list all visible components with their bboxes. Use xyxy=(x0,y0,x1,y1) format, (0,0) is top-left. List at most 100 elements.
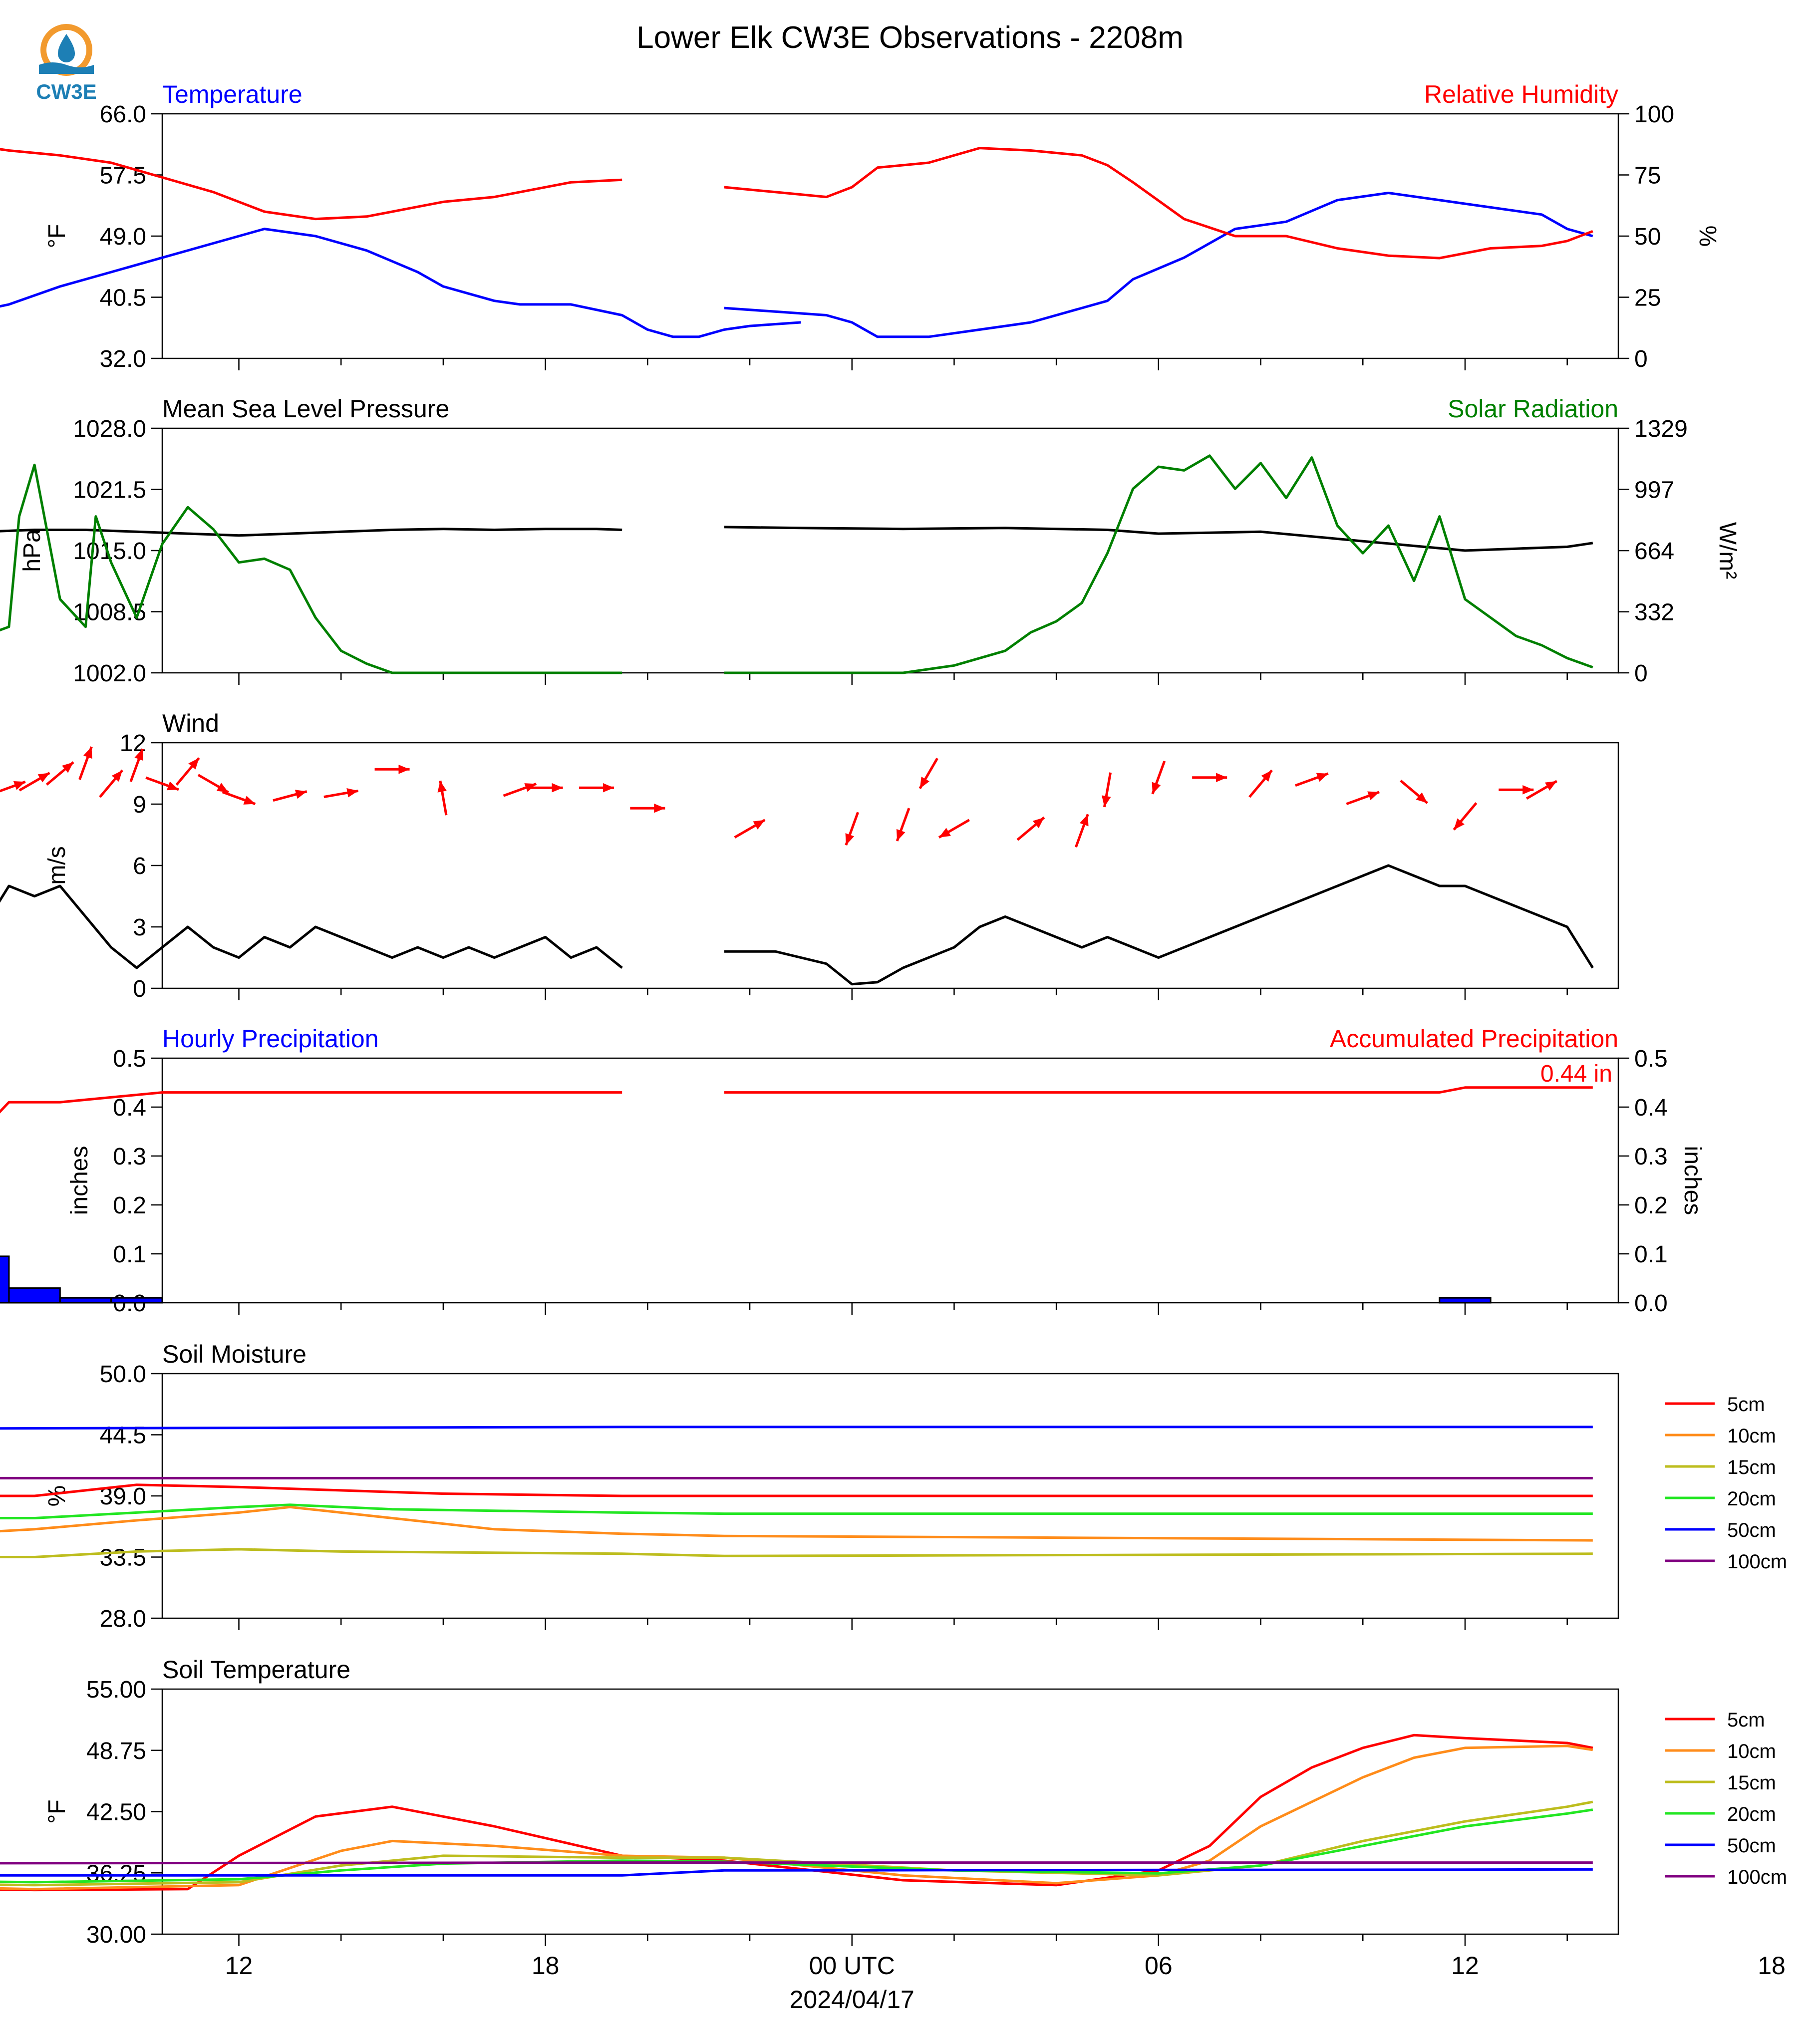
wind-vector-head xyxy=(62,762,74,773)
legend-label: 15cm xyxy=(1727,1456,1776,1478)
y-tick-label: 44.5 xyxy=(100,1423,146,1449)
y-tick-label: 48.75 xyxy=(86,1738,146,1764)
wind-vector-head xyxy=(1454,818,1465,830)
plot-frame xyxy=(161,742,1619,989)
x-tick-label: 18 xyxy=(1758,1952,1786,1980)
legend-label: 20cm xyxy=(1727,1488,1776,1510)
y-tick-right-label: 0.1 xyxy=(1634,1241,1668,1268)
y-axis-label: m/s xyxy=(44,846,70,884)
y-tick-label: 0.4 xyxy=(113,1095,146,1121)
plot-frame xyxy=(161,1057,1619,1304)
y-tick-label: 32.0 xyxy=(100,346,146,372)
panel-left-title: Soil Moisture xyxy=(162,1340,306,1368)
series-line-5cm xyxy=(0,1483,1593,1497)
precip-bar xyxy=(110,1297,163,1304)
panel-right-title: Accumulated Precipitation xyxy=(1330,1025,1618,1053)
x-date-label: 2024/04/17 xyxy=(790,1986,914,2014)
plot-frame xyxy=(161,1688,1619,1935)
y-tick-right-label: 100 xyxy=(1634,101,1674,128)
series-line-50cm xyxy=(0,1868,1593,1877)
wind-vector-head xyxy=(216,783,229,793)
y-tick-right-label: 25 xyxy=(1634,285,1661,311)
wind-vector-head xyxy=(896,829,906,841)
y-tick-right-label: 50 xyxy=(1634,224,1661,250)
panel-right-title: Relative Humidity xyxy=(1424,80,1618,108)
wind-vector-head xyxy=(1102,795,1111,807)
x-tick-label: 00 UTC xyxy=(809,1952,895,1980)
wind-vector-head xyxy=(1522,785,1534,795)
wind-vector-head xyxy=(1416,792,1428,803)
plot-frame xyxy=(161,113,1619,359)
y-tick-label: 0.1 xyxy=(113,1241,146,1268)
series-line-wind-speed xyxy=(724,864,1594,986)
x-tick-label: 06 xyxy=(1145,1952,1173,1980)
series-line-10cm xyxy=(0,1505,1593,1542)
wind-vector-head xyxy=(1079,814,1089,827)
series-line-20cm xyxy=(0,1808,1593,1884)
y-tick-label: 49.0 xyxy=(100,224,146,250)
wind-vector-head xyxy=(1316,773,1328,782)
legend-label: 5cm xyxy=(1727,1709,1765,1731)
panel-5: Soil Moisture28.033.539.044.550.0%5cm10c… xyxy=(0,1340,1787,1632)
series-line-relative-humidity xyxy=(724,147,1593,260)
wind-vector-head xyxy=(437,781,447,793)
y-tick-right-label: 0.5 xyxy=(1634,1046,1668,1072)
legend-label: 50cm xyxy=(1727,1835,1776,1857)
y-tick-label: 3 xyxy=(133,914,146,941)
series-line-temperature xyxy=(724,192,1593,338)
wind-vector-head xyxy=(398,764,410,774)
wind-vector-head xyxy=(134,749,144,761)
precip-bar xyxy=(8,1287,61,1304)
y-tick-right-label: 664 xyxy=(1634,538,1674,565)
legend-label: 100cm xyxy=(1727,1866,1787,1888)
panel-left-title: Soil Temperature xyxy=(162,1656,350,1684)
y-tick-right-label: 997 xyxy=(1634,477,1674,503)
y-tick-label: 0 xyxy=(133,976,146,1002)
y-axis-label: inches xyxy=(66,1146,93,1215)
series-line-mean-sea-level-pressure xyxy=(0,528,622,537)
y-tick-label: 0.5 xyxy=(113,1046,146,1072)
y-tick-label: 0.3 xyxy=(113,1144,146,1170)
wind-vector-head xyxy=(552,783,563,793)
y-axis-label: °F xyxy=(44,224,70,249)
panel-2: Mean Sea Level Pressure Solar Radiation 10… xyxy=(0,395,1741,687)
series-line-temperature xyxy=(0,228,801,338)
y-tick-right-label: 0.3 xyxy=(1634,1144,1668,1170)
series-line-accumulated-precipitation xyxy=(724,1086,1593,1094)
legend-label: 5cm xyxy=(1727,1394,1765,1416)
y-tick-right-label: 332 xyxy=(1634,599,1674,626)
y-tick-label: 40.5 xyxy=(100,285,146,311)
y-tick-label: 28.0 xyxy=(100,1606,146,1632)
series-line-solar-radiation xyxy=(0,463,622,674)
wind-vector-head xyxy=(1152,782,1161,794)
y-tick-label: 9 xyxy=(133,792,146,818)
legend-label: 50cm xyxy=(1727,1519,1776,1541)
wind-vector-head xyxy=(654,803,665,813)
wind-vector-head xyxy=(1216,773,1227,783)
panel-6: Soil Temperature30.0036.2542.5048.7555.0… xyxy=(0,1656,1787,1948)
y-tick-right-label: 1329 xyxy=(1634,416,1688,442)
wind-vector-head xyxy=(845,833,855,846)
x-tick-label: 18 xyxy=(532,1952,560,1980)
precip-bar xyxy=(0,1255,10,1304)
panel-4: Hourly Precipitation Accumulated Precipit… xyxy=(0,1025,1706,1317)
y-tick-label: 50.0 xyxy=(100,1361,146,1388)
y-tick-right-label: 0.0 xyxy=(1634,1290,1668,1317)
series-line-wind-speed xyxy=(0,884,623,969)
y-tick-label: 6 xyxy=(133,853,146,879)
y-tick-label: 1002.0 xyxy=(73,660,146,687)
x-tick-label: 12 xyxy=(225,1952,253,1980)
wind-vector-head xyxy=(111,770,123,782)
y-axis-right-label: inches xyxy=(1679,1146,1706,1215)
series-line-accumulated-precipitation xyxy=(0,1091,622,1114)
y-tick-right-label: 0.4 xyxy=(1634,1095,1668,1121)
y-tick-right-label: 0 xyxy=(1634,346,1648,372)
precip-bar xyxy=(1439,1297,1492,1304)
wind-vector-head xyxy=(346,788,358,798)
wind-vector-head xyxy=(939,828,951,838)
y-tick-label: 0.0 xyxy=(113,1290,146,1317)
y-axis-label: °F xyxy=(44,1799,70,1824)
panel-left-title: Temperature xyxy=(162,80,303,108)
